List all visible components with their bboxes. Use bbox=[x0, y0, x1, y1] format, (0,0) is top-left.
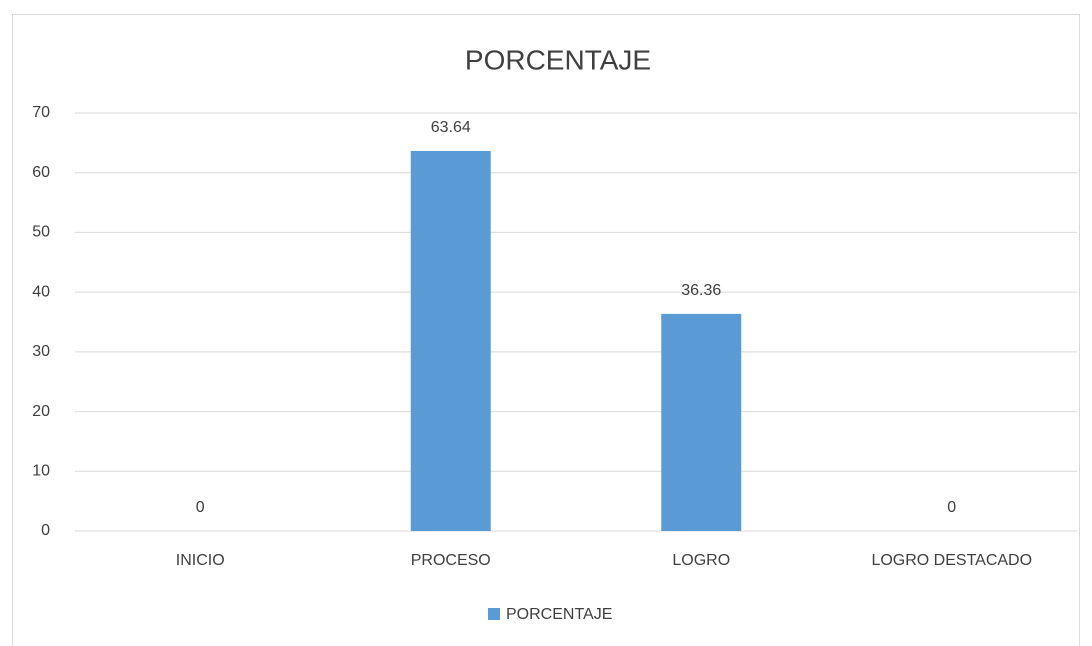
y-tick-label: 0 bbox=[41, 522, 50, 539]
bar bbox=[661, 313, 742, 531]
y-tick-label: 20 bbox=[32, 403, 50, 420]
chart-title: PORCENTAJE bbox=[465, 44, 651, 75]
bar bbox=[410, 150, 491, 532]
x-tick-label: LOGRO DESTACADO bbox=[871, 552, 1032, 569]
y-tick-label: 50 bbox=[32, 224, 50, 241]
legend-swatch bbox=[488, 608, 500, 620]
y-tick-label: 30 bbox=[32, 343, 50, 360]
data-label: 0 bbox=[196, 499, 205, 516]
chart-border bbox=[12, 14, 1080, 646]
legend-label: PORCENTAJE bbox=[506, 606, 612, 623]
y-tick-label: 60 bbox=[32, 164, 50, 181]
y-tick-label: 70 bbox=[32, 104, 50, 121]
data-label: 36.36 bbox=[681, 282, 721, 299]
data-label: 63.64 bbox=[431, 119, 471, 136]
y-tick-label: 40 bbox=[32, 283, 50, 300]
x-tick-label: LOGRO bbox=[672, 552, 730, 569]
data-label: 0 bbox=[947, 499, 956, 516]
y-tick-label: 10 bbox=[32, 463, 50, 480]
x-tick-label: INICIO bbox=[176, 552, 225, 569]
x-tick-label: PROCESO bbox=[411, 552, 491, 569]
